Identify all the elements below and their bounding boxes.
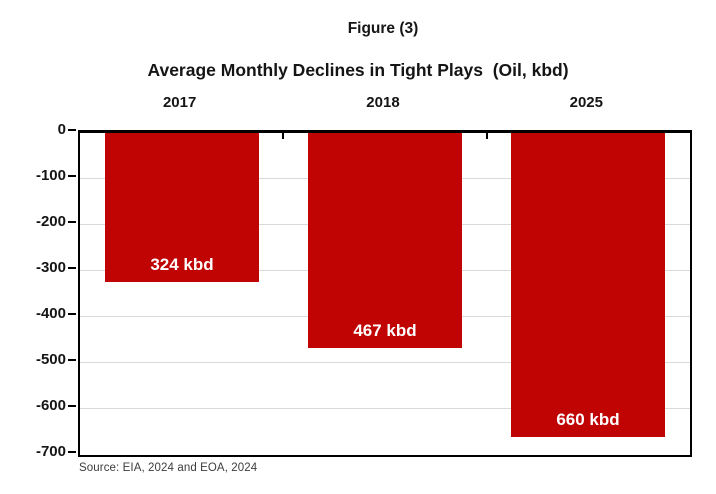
- category-axis-labels: 2017 2018 2025: [78, 93, 688, 113]
- y-axis-labels: 0 -100 -200 -300 -400 -500 -600 -700: [6, 121, 66, 460]
- y-tick-label: -700: [35, 443, 66, 460]
- bar-value-label: 660 kbd: [556, 410, 620, 429]
- y-tick-label: -600: [35, 397, 66, 414]
- plot-area: 324 kbd 467 kbd 660 kbd: [78, 130, 692, 457]
- category-label-2017: 2017: [162, 94, 197, 111]
- category-label-2025: 2025: [569, 94, 603, 111]
- figure-number-title: Figure (3): [347, 20, 419, 37]
- y-tick-label: -400: [35, 305, 66, 322]
- y-tick-mark: [68, 129, 76, 131]
- y-tick-mark: [68, 267, 76, 269]
- gridline: [80, 408, 690, 409]
- y-tick-label: 0: [57, 121, 66, 138]
- gridline: [80, 362, 690, 363]
- chart-title: Average Monthly Declines in Tight Plays …: [147, 60, 569, 80]
- y-tick-mark: [68, 359, 76, 361]
- bar-value-label: 324 kbd: [150, 255, 214, 274]
- bar-2025: 660 kbd: [511, 133, 665, 437]
- y-tick-mark: [68, 175, 76, 177]
- y-tick-mark: [68, 405, 76, 407]
- y-tick-mark: [68, 313, 76, 315]
- y-tick-label: -500: [35, 351, 66, 368]
- y-tick-label: -200: [35, 213, 66, 230]
- y-tick-mark: [68, 221, 76, 223]
- y-tick-label: -100: [35, 167, 66, 184]
- bar-2017: 324 kbd: [105, 133, 259, 282]
- source-note: Source: EIA, 2024 and EOA, 2024: [79, 462, 258, 474]
- x-tick-mark: [282, 133, 284, 139]
- x-tick-mark: [486, 133, 488, 139]
- category-label-2018: 2018: [366, 94, 400, 111]
- y-tick-mark: [68, 451, 76, 453]
- bar-2018: 467 kbd: [308, 133, 462, 348]
- y-tick-label: -300: [35, 259, 66, 276]
- bar-value-label: 467 kbd: [353, 321, 417, 340]
